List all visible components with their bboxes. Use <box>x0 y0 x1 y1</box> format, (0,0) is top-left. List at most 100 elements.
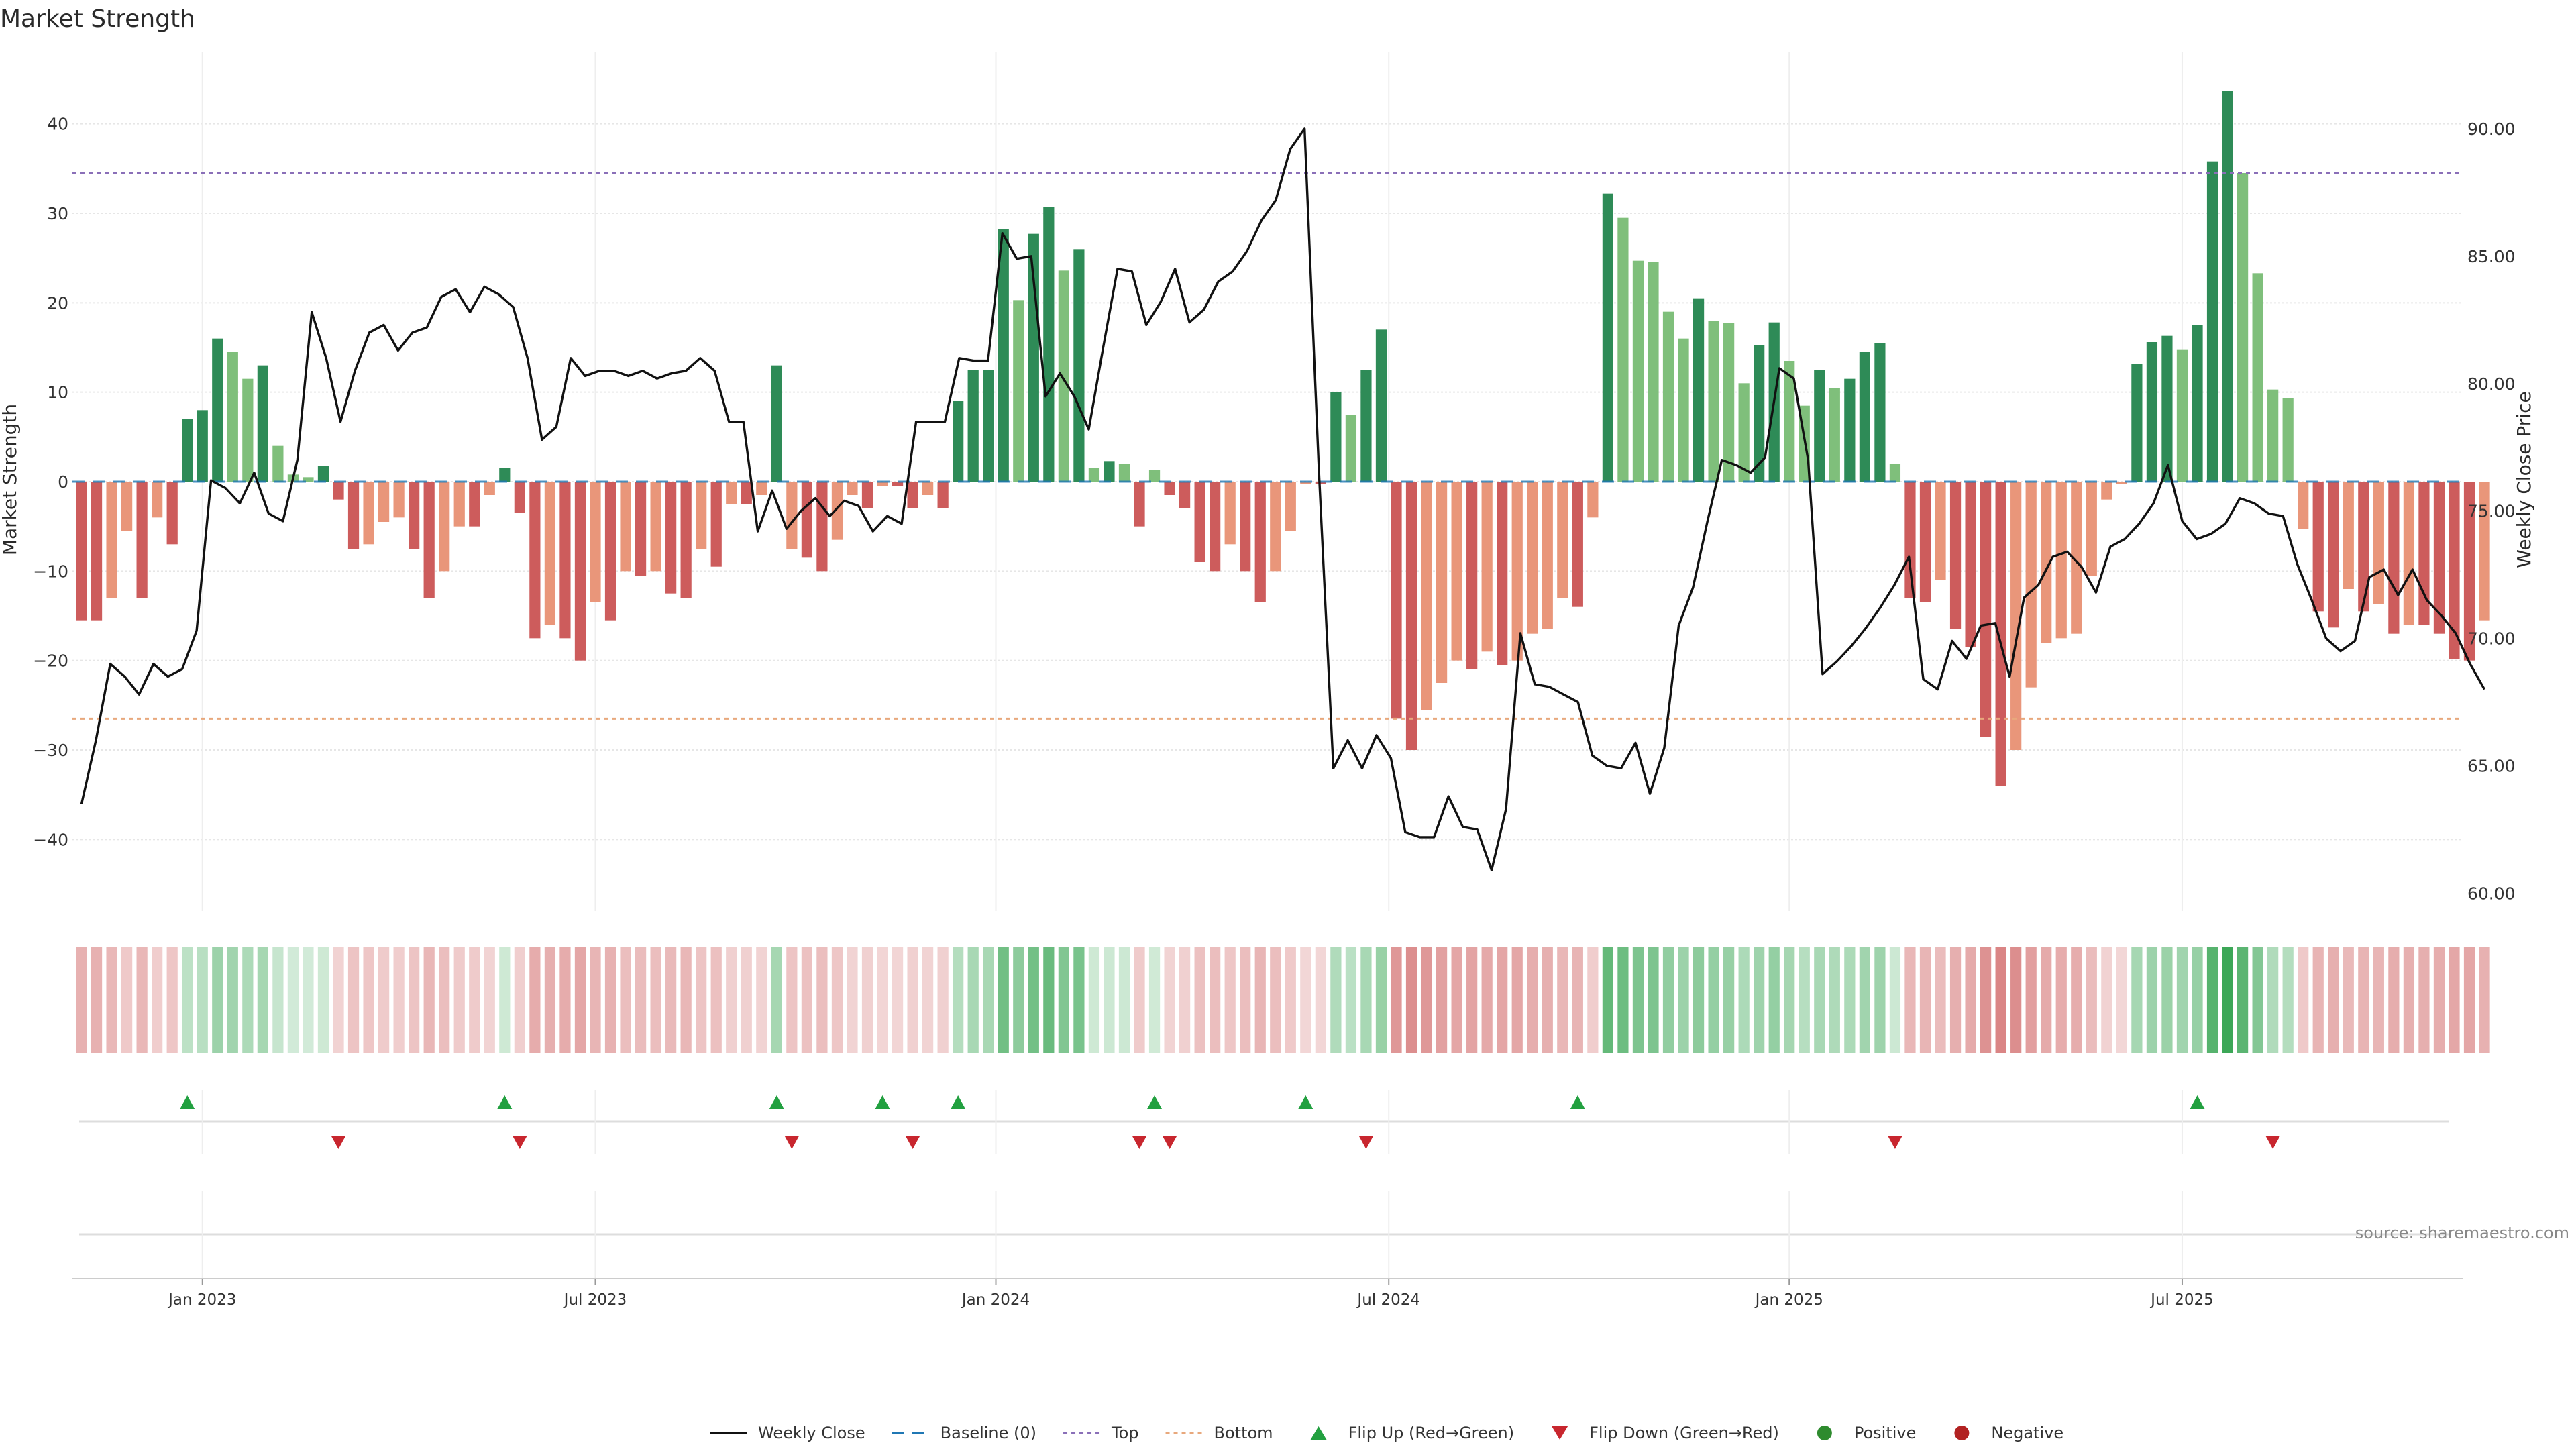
heat-cell <box>2055 947 2067 1053</box>
strength-bar <box>1421 482 1432 710</box>
strength-bar <box>2161 335 2173 482</box>
heat-cell <box>967 947 979 1053</box>
strength-bars <box>76 91 2490 786</box>
strength-bar <box>2433 482 2445 634</box>
flip-down-marker <box>1358 1136 1374 1149</box>
heat-cell <box>287 947 299 1053</box>
flip-down-marker <box>331 1136 346 1149</box>
heat-cell <box>2373 947 2384 1053</box>
strength-bar <box>2041 482 2052 643</box>
x-tick-label: Jan 2024 <box>961 1291 1030 1309</box>
strength-bar <box>1738 383 1750 482</box>
heat-cell <box>423 947 435 1053</box>
right-tick-label: 70.00 <box>2467 629 2516 649</box>
strength-bar <box>409 482 420 549</box>
left-tick-label: 40 <box>47 115 68 134</box>
strength-bar <box>710 482 722 567</box>
heat-cell <box>2101 947 2112 1053</box>
heat-cell <box>922 947 934 1053</box>
right-tick-label: 60.00 <box>2467 883 2516 903</box>
heat-cell <box>1466 947 1478 1053</box>
strength-bar <box>741 482 752 504</box>
heat-cell <box>1315 947 1326 1053</box>
heat-cell <box>1270 947 1281 1053</box>
heat-cell <box>680 947 692 1053</box>
heat-cell <box>2463 947 2475 1053</box>
strength-bar <box>1814 370 1825 482</box>
heat-cell <box>1451 947 1462 1053</box>
strength-bar <box>1935 482 1946 580</box>
heat-cell <box>1602 947 1614 1053</box>
strength-bar <box>1254 482 1266 602</box>
strength-bar <box>212 338 223 482</box>
strength-bar <box>2463 482 2475 661</box>
strength-bar <box>272 445 284 482</box>
flip-up-marker <box>1147 1095 1163 1109</box>
strength-bar <box>1391 482 1402 719</box>
right-tick-label: 65.00 <box>2467 757 2516 776</box>
heat-cell <box>2237 947 2249 1053</box>
strength-bar <box>861 482 873 508</box>
heat-cell <box>2479 947 2490 1053</box>
strength-bar <box>2192 325 2203 482</box>
strength-bar <box>2131 364 2143 482</box>
flip-up-marker <box>1298 1095 1313 1109</box>
right-tick-label: 80.00 <box>2467 374 2516 394</box>
strength-bar <box>439 482 450 572</box>
heat-cell <box>1421 947 1432 1053</box>
strength-bar <box>121 482 133 531</box>
heat-cell <box>197 947 208 1053</box>
heat-cell <box>756 947 767 1053</box>
strength-bar <box>983 370 994 482</box>
strength-bar <box>1648 262 1659 482</box>
heat-cell <box>1995 947 2006 1053</box>
strength-bar <box>1602 193 1614 482</box>
strength-bar <box>1088 468 1100 482</box>
strength-bar <box>242 378 254 482</box>
heat-cell <box>1874 947 1886 1053</box>
strength-bar <box>2176 349 2188 482</box>
heat-cell <box>2146 947 2158 1053</box>
heat-cell <box>1632 947 1644 1053</box>
heat-cell <box>1738 947 1750 1053</box>
strength-bar <box>771 365 782 482</box>
strength-bar <box>998 229 1009 482</box>
heat-cell <box>121 947 133 1053</box>
heat-cell <box>1330 947 1342 1053</box>
heat-cell <box>378 947 390 1053</box>
heat-cell <box>1527 947 1538 1053</box>
strength-bar <box>1481 482 1493 652</box>
strength-bar <box>227 352 238 482</box>
heat-cell <box>1723 947 1735 1053</box>
heat-cell <box>1814 947 1825 1053</box>
strength-bar <box>1572 482 1583 607</box>
heat-cell <box>907 947 918 1053</box>
legend-label: Flip Down (Green→Red) <box>1589 1424 1779 1442</box>
reference-lines <box>72 172 2463 720</box>
left-tick-label: 30 <box>47 204 68 223</box>
strength-bar <box>801 482 812 558</box>
strength-bar <box>877 482 888 486</box>
strength-bar <box>847 482 858 495</box>
weekly-close-path <box>80 127 2485 871</box>
flip-down-marker <box>1887 1136 1902 1149</box>
heat-cell <box>1345 947 1357 1053</box>
strength-bar <box>1134 482 1145 527</box>
heat-cell <box>1254 947 1266 1053</box>
x-tick-label: Jul 2025 <box>2149 1291 2214 1309</box>
strength-bar <box>665 482 677 594</box>
right-axis-ticks: 90.00 85.00 80.00 75.00 70.00 65.00 60.00 <box>2467 119 2516 903</box>
heat-cell <box>2206 947 2218 1053</box>
left-axis-label: Market Strength <box>0 404 21 555</box>
heat-cell <box>1134 947 1145 1053</box>
strength-bar <box>967 370 979 482</box>
strength-bar <box>2403 482 2415 625</box>
strength-bar <box>1889 464 1901 482</box>
heat-cell <box>1904 947 1916 1053</box>
strength-bar <box>1436 482 1448 683</box>
strength-bar <box>1240 482 1251 572</box>
strength-bar <box>1043 207 1055 482</box>
heat-cell <box>1617 947 1629 1053</box>
heat-cell <box>1844 947 1856 1053</box>
heat-cell <box>1436 947 1448 1053</box>
